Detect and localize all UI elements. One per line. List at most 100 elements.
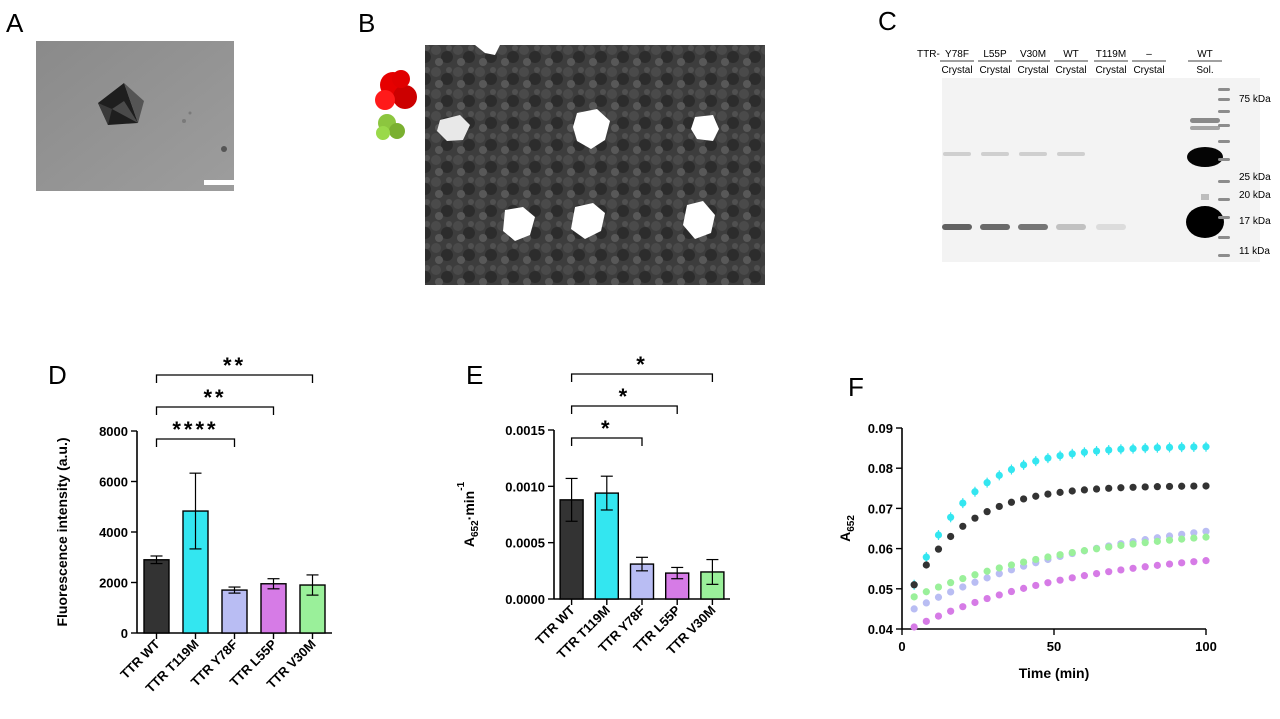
data-point [922, 553, 930, 561]
data-point [1056, 452, 1064, 460]
data-point [959, 499, 967, 507]
data-point [983, 479, 991, 487]
data-point [947, 532, 955, 541]
data-point [1117, 566, 1125, 574]
blot-lane-top-label: V30M [1020, 49, 1046, 60]
y-axis-label: A652·min-1 [456, 481, 481, 547]
panel-letter-e: E [466, 360, 484, 390]
y-tick-label: 0.04 [868, 622, 894, 637]
y-tick-label: 0.0005 [505, 536, 545, 551]
y-tick-label: 0.06 [868, 542, 893, 557]
blot-band [1190, 126, 1220, 130]
data-point [1080, 547, 1088, 555]
western-blot-panel: TTR- Y78F Crystal L55P Crystal V30M Crystal WT… [905, 40, 1280, 265]
scale-bar [204, 180, 234, 185]
data-point [971, 488, 979, 496]
chart-e: 0.0000 0.0005 0.0010 0.0015 TTR WT TTR T119M T… [450, 352, 760, 714]
data-point [983, 574, 991, 582]
significance-bracket [570, 437, 643, 446]
blot-lane-bottom-label: Crystal [1095, 65, 1126, 76]
y-tick-label: 4000 [99, 525, 128, 540]
data-point [1141, 563, 1149, 571]
y-tick-label: 2000 [99, 576, 128, 591]
data-point [983, 508, 991, 516]
data-point [947, 588, 955, 596]
data-point [1020, 461, 1028, 469]
data-point [1153, 561, 1161, 569]
data-point [1007, 498, 1016, 506]
blot-lane-bottom-label: Crystal [1055, 65, 1086, 76]
panel-letter-d: D [48, 360, 67, 390]
blot-lane-top-label: L55P [983, 49, 1007, 60]
y-tick-label: 0.09 [868, 421, 893, 436]
data-point [1032, 555, 1040, 564]
blot-marker-label: 11 kDa [1239, 246, 1270, 257]
data-point [1105, 543, 1113, 551]
ladder-band [1218, 216, 1230, 219]
data-point [1153, 537, 1161, 545]
y-tick-label: 0.07 [868, 501, 893, 516]
ladder-band [1218, 158, 1230, 161]
data-point [1105, 484, 1113, 492]
data-point [934, 612, 943, 620]
blot-lane-bottom-label: Crystal [1133, 65, 1164, 76]
data-point [1056, 551, 1064, 559]
data-point [1117, 484, 1125, 492]
data-point [1105, 446, 1113, 454]
blot-lane-bottom-label: Crystal [979, 65, 1010, 76]
data-point [1044, 553, 1052, 561]
significance-label: * [601, 416, 613, 441]
data-point [971, 571, 979, 579]
blot-band [1186, 206, 1224, 238]
data-point [971, 598, 979, 607]
data-point [910, 623, 918, 631]
data-point [959, 574, 967, 583]
data-point [1153, 483, 1161, 491]
data-point [1080, 572, 1088, 580]
blot-marker-label: 20 kDa [1239, 190, 1271, 201]
bar [260, 583, 287, 634]
data-point [1044, 490, 1052, 498]
data-point [1117, 445, 1125, 453]
crystal-micrograph [36, 41, 234, 191]
data-point [1165, 560, 1174, 568]
data-point [1178, 535, 1186, 543]
ttr-dimer-model [375, 70, 417, 140]
blot-lane-top-label: WT [1063, 49, 1079, 60]
x-tick-label: 0 [898, 639, 905, 654]
data-point [1202, 482, 1210, 490]
data-point [1007, 561, 1016, 569]
blot-lane-top-label: T119M [1096, 49, 1126, 60]
blot-faint-band [943, 152, 971, 156]
data-point [1068, 548, 1076, 557]
data-point [922, 561, 930, 569]
ladder-band [1218, 140, 1230, 143]
blot-band [1201, 194, 1209, 200]
blot-band [1056, 224, 1086, 230]
ladder-band [1218, 110, 1230, 113]
blot-faint-band [1019, 152, 1047, 156]
data-point [1190, 534, 1198, 542]
data-point [1141, 444, 1149, 452]
y-tick-label: 0.0010 [505, 479, 545, 494]
significance-label: **** [172, 417, 218, 442]
data-point [910, 605, 918, 613]
data-point [1080, 448, 1088, 456]
data-point [1202, 527, 1210, 535]
data-point [1190, 558, 1198, 566]
y-tick-label: 8000 [99, 424, 128, 439]
data-point [1007, 465, 1016, 474]
crystal-shape [98, 83, 144, 125]
data-point [947, 513, 955, 521]
data-point [934, 593, 943, 601]
y-tick-label: 6000 [99, 475, 128, 490]
blot-lane-top-label: WT [1197, 49, 1213, 60]
blot-lane-top-label: – [1146, 49, 1152, 60]
significance-label: ** [223, 353, 246, 378]
significance-bracket [155, 438, 236, 447]
ladder-band [1218, 124, 1230, 127]
data-point [922, 599, 930, 607]
data-point [1044, 454, 1052, 462]
blot-faint-band [981, 152, 1009, 156]
x-axis-label: Time (min) [1019, 665, 1090, 681]
